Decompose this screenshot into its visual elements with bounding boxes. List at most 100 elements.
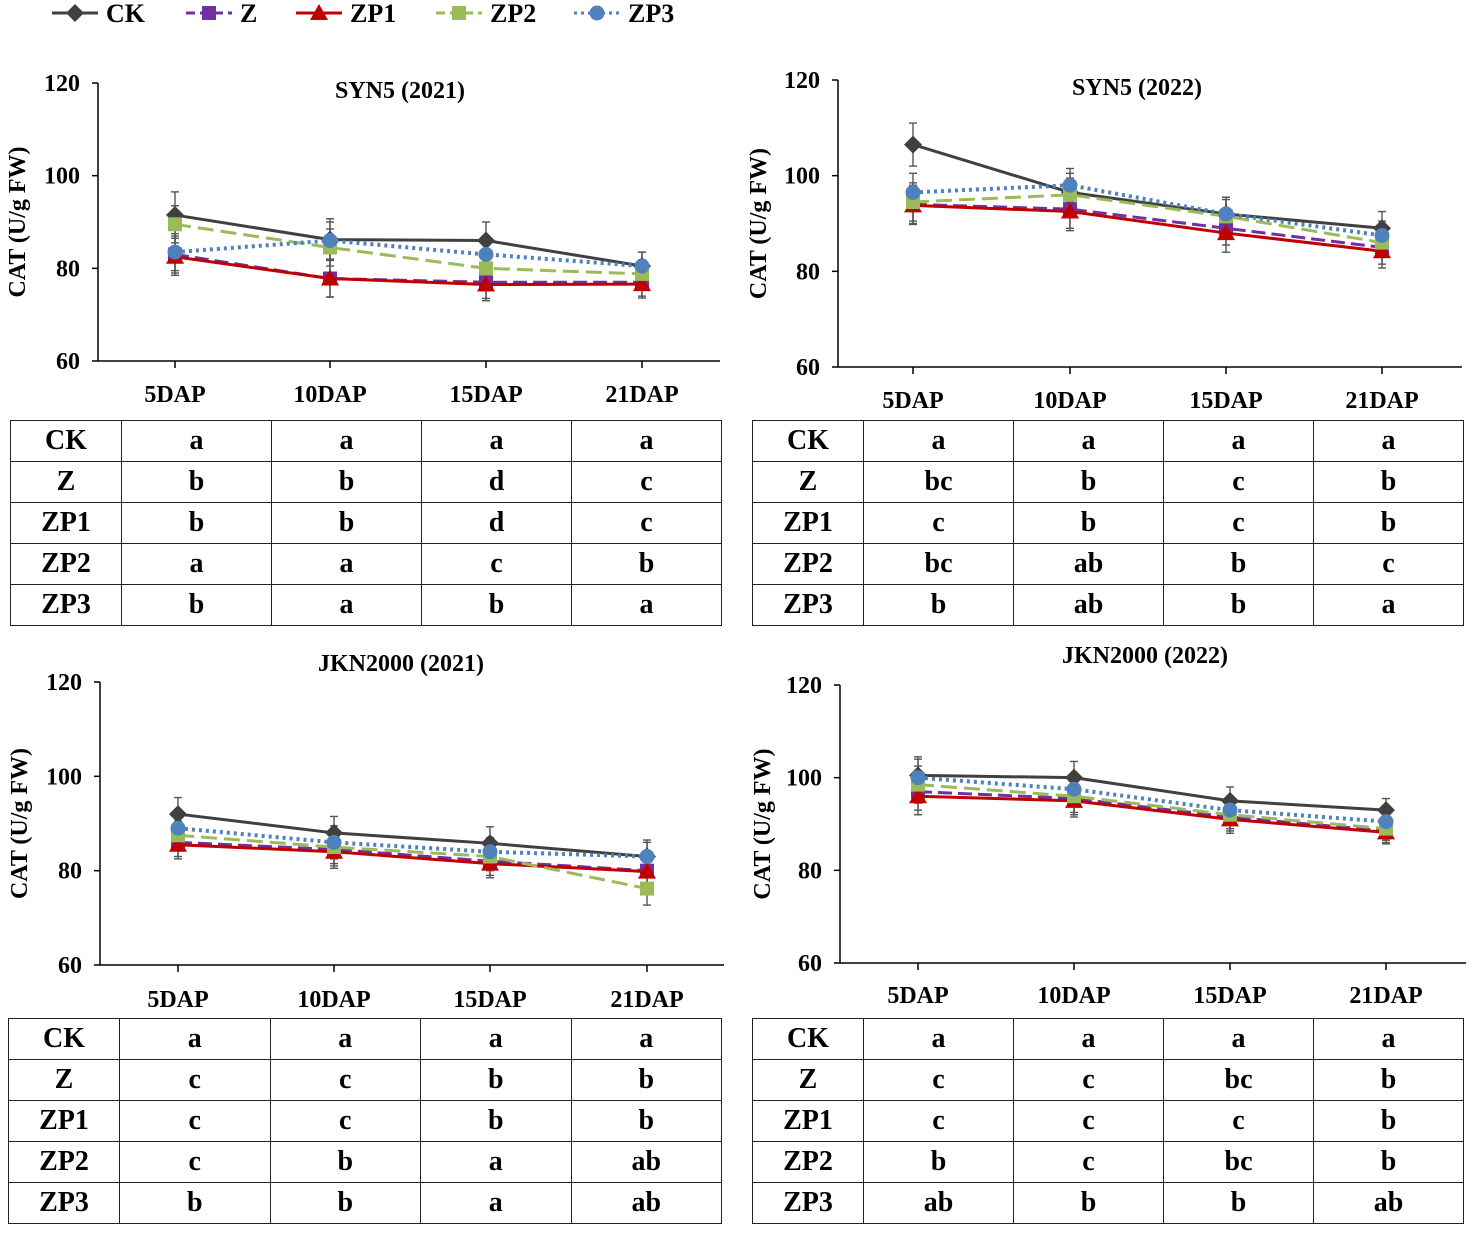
table-row: CK a a a a — [752, 420, 1464, 462]
legend-item-zp3: ZP3 — [574, 0, 674, 28]
table-cell: a — [570, 1018, 722, 1060]
row-label: Z — [752, 1059, 864, 1101]
legend-item-z: Z — [186, 0, 257, 28]
table-cell: c — [1163, 502, 1314, 544]
series-line — [917, 773, 1387, 812]
table-cell: b — [1313, 1141, 1464, 1183]
x-tick-label: 5DAP — [144, 382, 205, 408]
table-row: ZP3 b a b a — [10, 584, 722, 626]
y-tick-label: 60 — [796, 355, 820, 381]
row-label: ZP2 — [752, 1141, 864, 1183]
series-line — [177, 812, 648, 859]
series-line — [912, 193, 1383, 245]
y-tick-label: 100 — [786, 766, 822, 792]
data-point — [169, 805, 187, 824]
data-point — [1373, 242, 1391, 259]
data-point — [326, 834, 342, 850]
table-cell: bc — [863, 543, 1014, 585]
y-axis-label: CAT (U/g FW) — [746, 148, 772, 299]
table-cell: c — [863, 502, 1014, 544]
table-cell: ab — [570, 1141, 722, 1183]
x-tick-label: 10DAP — [293, 382, 366, 408]
series-line — [174, 255, 643, 287]
chart-title: JKN2000 (2021) — [318, 651, 484, 677]
table-cell: c — [571, 461, 722, 503]
legend-item-zp1: ZP1 — [296, 0, 396, 28]
y-axis-label: CAT (U/g FW) — [5, 146, 31, 297]
y-tick-label: 80 — [798, 858, 822, 884]
series-line — [912, 183, 1383, 238]
chart-panel-1: SYN5 (2021) CAT (U/g FW) 60 80 100 120 5DAP 10D… — [5, 71, 720, 408]
row-label: CK — [8, 1018, 120, 1060]
table-cell: a — [420, 1018, 572, 1060]
legend-marker — [452, 6, 466, 20]
data-point — [170, 820, 186, 836]
data-point — [639, 849, 655, 865]
series-line — [177, 840, 648, 873]
table-cell: b — [271, 502, 422, 544]
legend-label: ZP3 — [628, 0, 674, 28]
y-tick-label: 80 — [796, 259, 820, 285]
table-cell: c — [571, 502, 722, 544]
row-label: ZP2 — [10, 543, 122, 585]
table-cell: b — [1013, 461, 1164, 503]
row-label: Z — [10, 461, 122, 503]
x-tick-label: 21DAP — [610, 987, 683, 1013]
series-line — [177, 833, 648, 891]
table-row: ZP3 b b a ab — [8, 1182, 722, 1224]
table-cell: a — [1013, 1018, 1164, 1060]
table-cell: a — [269, 1018, 421, 1060]
table-cell: b — [420, 1059, 572, 1101]
x-tick-label: 15DAP — [1189, 388, 1262, 414]
legend: CK Z ZP1 ZP2 ZP3 — [52, 0, 674, 28]
table-row: ZP2 a a c b — [10, 543, 722, 585]
series-zp3 — [170, 820, 655, 865]
legend-marker — [589, 5, 605, 21]
table-cell: a — [1163, 420, 1314, 462]
chart-title: JKN2000 (2022) — [1062, 643, 1228, 669]
table-cell: b — [570, 1100, 722, 1142]
data-point — [1378, 814, 1394, 830]
data-point — [1377, 801, 1395, 820]
data-point — [477, 231, 495, 250]
y-tick-label: 60 — [56, 349, 80, 375]
table-row: ZP1 c b c b — [752, 502, 1464, 544]
y-tick-label: 100 — [46, 764, 82, 790]
table-cell: ab — [1313, 1182, 1464, 1224]
table-cell: a — [271, 420, 422, 462]
data-point — [1217, 224, 1235, 241]
table-cell: c — [1163, 1100, 1314, 1142]
series-line — [912, 143, 1383, 230]
x-tick-label: 5DAP — [887, 983, 948, 1009]
table-row: CK a a a a — [752, 1018, 1464, 1060]
table-cell: a — [1013, 420, 1164, 462]
data-point — [904, 135, 922, 154]
row-label: ZP3 — [752, 584, 864, 626]
table-cell: c — [1163, 461, 1314, 503]
table-cell: a — [571, 584, 722, 626]
table-row: ZP2 bc ab b c — [752, 543, 1464, 585]
chart-title: SYN5 (2021) — [335, 78, 465, 104]
series-line — [174, 213, 643, 268]
y-axis-label: CAT (U/g FW) — [750, 748, 776, 899]
series-line — [174, 238, 643, 269]
table-cell: b — [1163, 584, 1314, 626]
row-label: Z — [752, 461, 864, 503]
table-cell: b — [571, 543, 722, 585]
table-cell: b — [1313, 1100, 1464, 1142]
table-row: ZP2 b c bc b — [752, 1141, 1464, 1183]
table-row: ZP1 b b d c — [10, 502, 722, 544]
table-cell: c — [1013, 1059, 1164, 1101]
series-line — [177, 843, 648, 874]
data-point — [1066, 781, 1082, 797]
table-cell: ab — [863, 1182, 1014, 1224]
legend-label: CK — [106, 0, 146, 28]
table-cell: b — [269, 1141, 421, 1183]
x-tick-label: 10DAP — [1037, 983, 1110, 1009]
table-row: ZP3 b ab b a — [752, 584, 1464, 626]
